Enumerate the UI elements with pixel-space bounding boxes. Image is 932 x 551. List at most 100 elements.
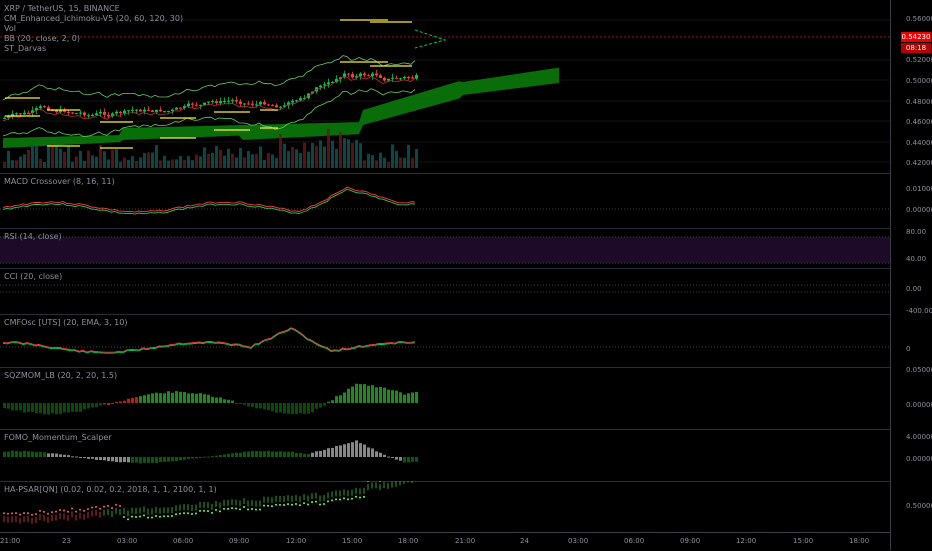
psar-dot	[131, 515, 133, 518]
osc-bar	[147, 457, 150, 464]
price-chart[interactable]	[0, 0, 890, 173]
candle-body	[319, 85, 322, 88]
candle-body	[383, 77, 386, 81]
candle-body	[43, 106, 46, 108]
psar-label[interactable]: HA-PSAR[QN] (0.02, 0.02, 0.2, 2018, 1, 1…	[4, 485, 217, 494]
candle-body	[199, 104, 202, 106]
osc-bar	[131, 457, 134, 463]
price-pane[interactable]: XRP / TetherUS, 15, BINANCE CM_Enhanced_…	[0, 0, 890, 174]
candle-body	[207, 101, 210, 103]
psar-dot	[239, 508, 241, 511]
osc-bar	[167, 457, 170, 462]
time-tick: 06:00	[173, 537, 194, 545]
volume-bar	[27, 149, 30, 168]
fomo-pane[interactable]: FOMO_Momentum_Scalper	[0, 429, 890, 482]
cmf-pane[interactable]: CMFOsc [UTS] (20, EMA, 3, 10)	[0, 314, 890, 368]
osc-bar	[67, 455, 70, 457]
volume-bar	[403, 157, 406, 168]
candle-body	[187, 103, 190, 107]
candle-body	[111, 113, 114, 117]
candle-body	[23, 112, 26, 115]
volume-bar	[371, 155, 374, 168]
candle-body	[31, 110, 34, 114]
osc-bar	[407, 457, 410, 463]
cmf-chart	[0, 327, 890, 354]
volume-bar	[167, 160, 170, 168]
sqz-pane[interactable]: SQZMOM_LB (20, 2, 20, 1.5)	[0, 367, 890, 430]
candle-body	[67, 111, 70, 113]
osc-bar	[215, 455, 218, 457]
cci-pane[interactable]: CCI (20, close)	[0, 268, 890, 315]
price-axis[interactable]	[890, 0, 932, 550]
candle-body	[171, 109, 174, 112]
osc-bar	[135, 397, 138, 403]
candle-body	[87, 115, 90, 117]
macd-label[interactable]: MACD Crossover (8, 16, 11)	[4, 177, 115, 186]
bollinger-label[interactable]: BB (20, close, 2, 0)	[4, 34, 80, 43]
osc-bar	[391, 390, 394, 403]
volume-bar	[127, 159, 130, 168]
rsi-pane[interactable]: RSI (14, close)	[0, 228, 890, 269]
osc-bar	[315, 451, 318, 457]
fomo-label[interactable]: FOMO_Momentum_Scalper	[4, 433, 112, 442]
macd-pane[interactable]: MACD Crossover (8, 16, 11)	[0, 173, 890, 229]
osc-bar	[415, 391, 418, 403]
candle-body	[19, 113, 22, 115]
time-tick: 12:00	[736, 537, 757, 545]
psar-dot	[323, 503, 325, 506]
time-tick: 09:00	[229, 537, 250, 545]
volume-bar	[123, 157, 126, 168]
osc-bar	[243, 403, 246, 405]
sqz-label[interactable]: SQZMOM_LB (20, 2, 20, 1.5)	[4, 371, 118, 380]
osc-bar	[291, 403, 294, 415]
candle-body	[251, 103, 254, 105]
candle-body	[395, 77, 398, 79]
cmf-label[interactable]: CMFOsc [UTS] (20, EMA, 3, 10)	[4, 318, 128, 327]
osc-bar	[123, 400, 126, 403]
candle-body	[271, 105, 274, 107]
osc-bar	[247, 403, 250, 407]
volume-bar	[395, 150, 398, 168]
candle-body	[227, 100, 230, 102]
osc-bar	[63, 454, 66, 457]
volume-bar	[411, 157, 414, 168]
rsi-chart	[0, 228, 890, 264]
psar-dot	[219, 510, 221, 513]
cci-chart	[0, 268, 890, 293]
ichimoku-label[interactable]: CM_Enhanced_Ichimoku-V5 (20, 60, 120, 30…	[4, 14, 184, 23]
psar-pane[interactable]: HA-PSAR[QN] (0.02, 0.02, 0.2, 2018, 1, 1…	[0, 481, 890, 532]
osc-bar	[111, 403, 114, 404]
volume-bar	[399, 157, 402, 168]
osc-bar	[415, 457, 418, 462]
psar-dot	[343, 497, 345, 500]
volume-bar	[151, 152, 154, 168]
candle-body	[59, 109, 62, 113]
candle-body	[343, 73, 346, 78]
candle-body	[175, 107, 178, 110]
volume-bar	[387, 161, 390, 168]
cci-label[interactable]: CCI (20, close)	[4, 272, 63, 281]
volume-bar	[99, 144, 102, 168]
psar-dot	[211, 511, 213, 514]
osc-bar	[43, 452, 46, 457]
candle-body	[51, 110, 54, 112]
bb-basis	[2, 76, 416, 122]
osc-bar	[47, 403, 50, 415]
time-axis[interactable]	[0, 532, 890, 551]
osc-bar	[95, 457, 98, 460]
darvas-label[interactable]: ST_Darvas	[4, 44, 47, 53]
osc-bar	[355, 383, 358, 403]
rsi-label[interactable]: RSI (14, close)	[4, 232, 62, 241]
rsi-tick: 40.00	[906, 255, 927, 263]
psar-dot	[151, 516, 153, 519]
candle-body	[27, 112, 30, 114]
volume-label[interactable]: Vol	[4, 24, 16, 33]
candle-body	[359, 73, 362, 77]
volume-bar	[191, 160, 194, 168]
candle-body	[303, 97, 306, 99]
candle-body	[7, 116, 10, 118]
osc-bar	[135, 457, 138, 463]
osc-bar	[367, 385, 370, 403]
psar-dot	[143, 514, 145, 517]
